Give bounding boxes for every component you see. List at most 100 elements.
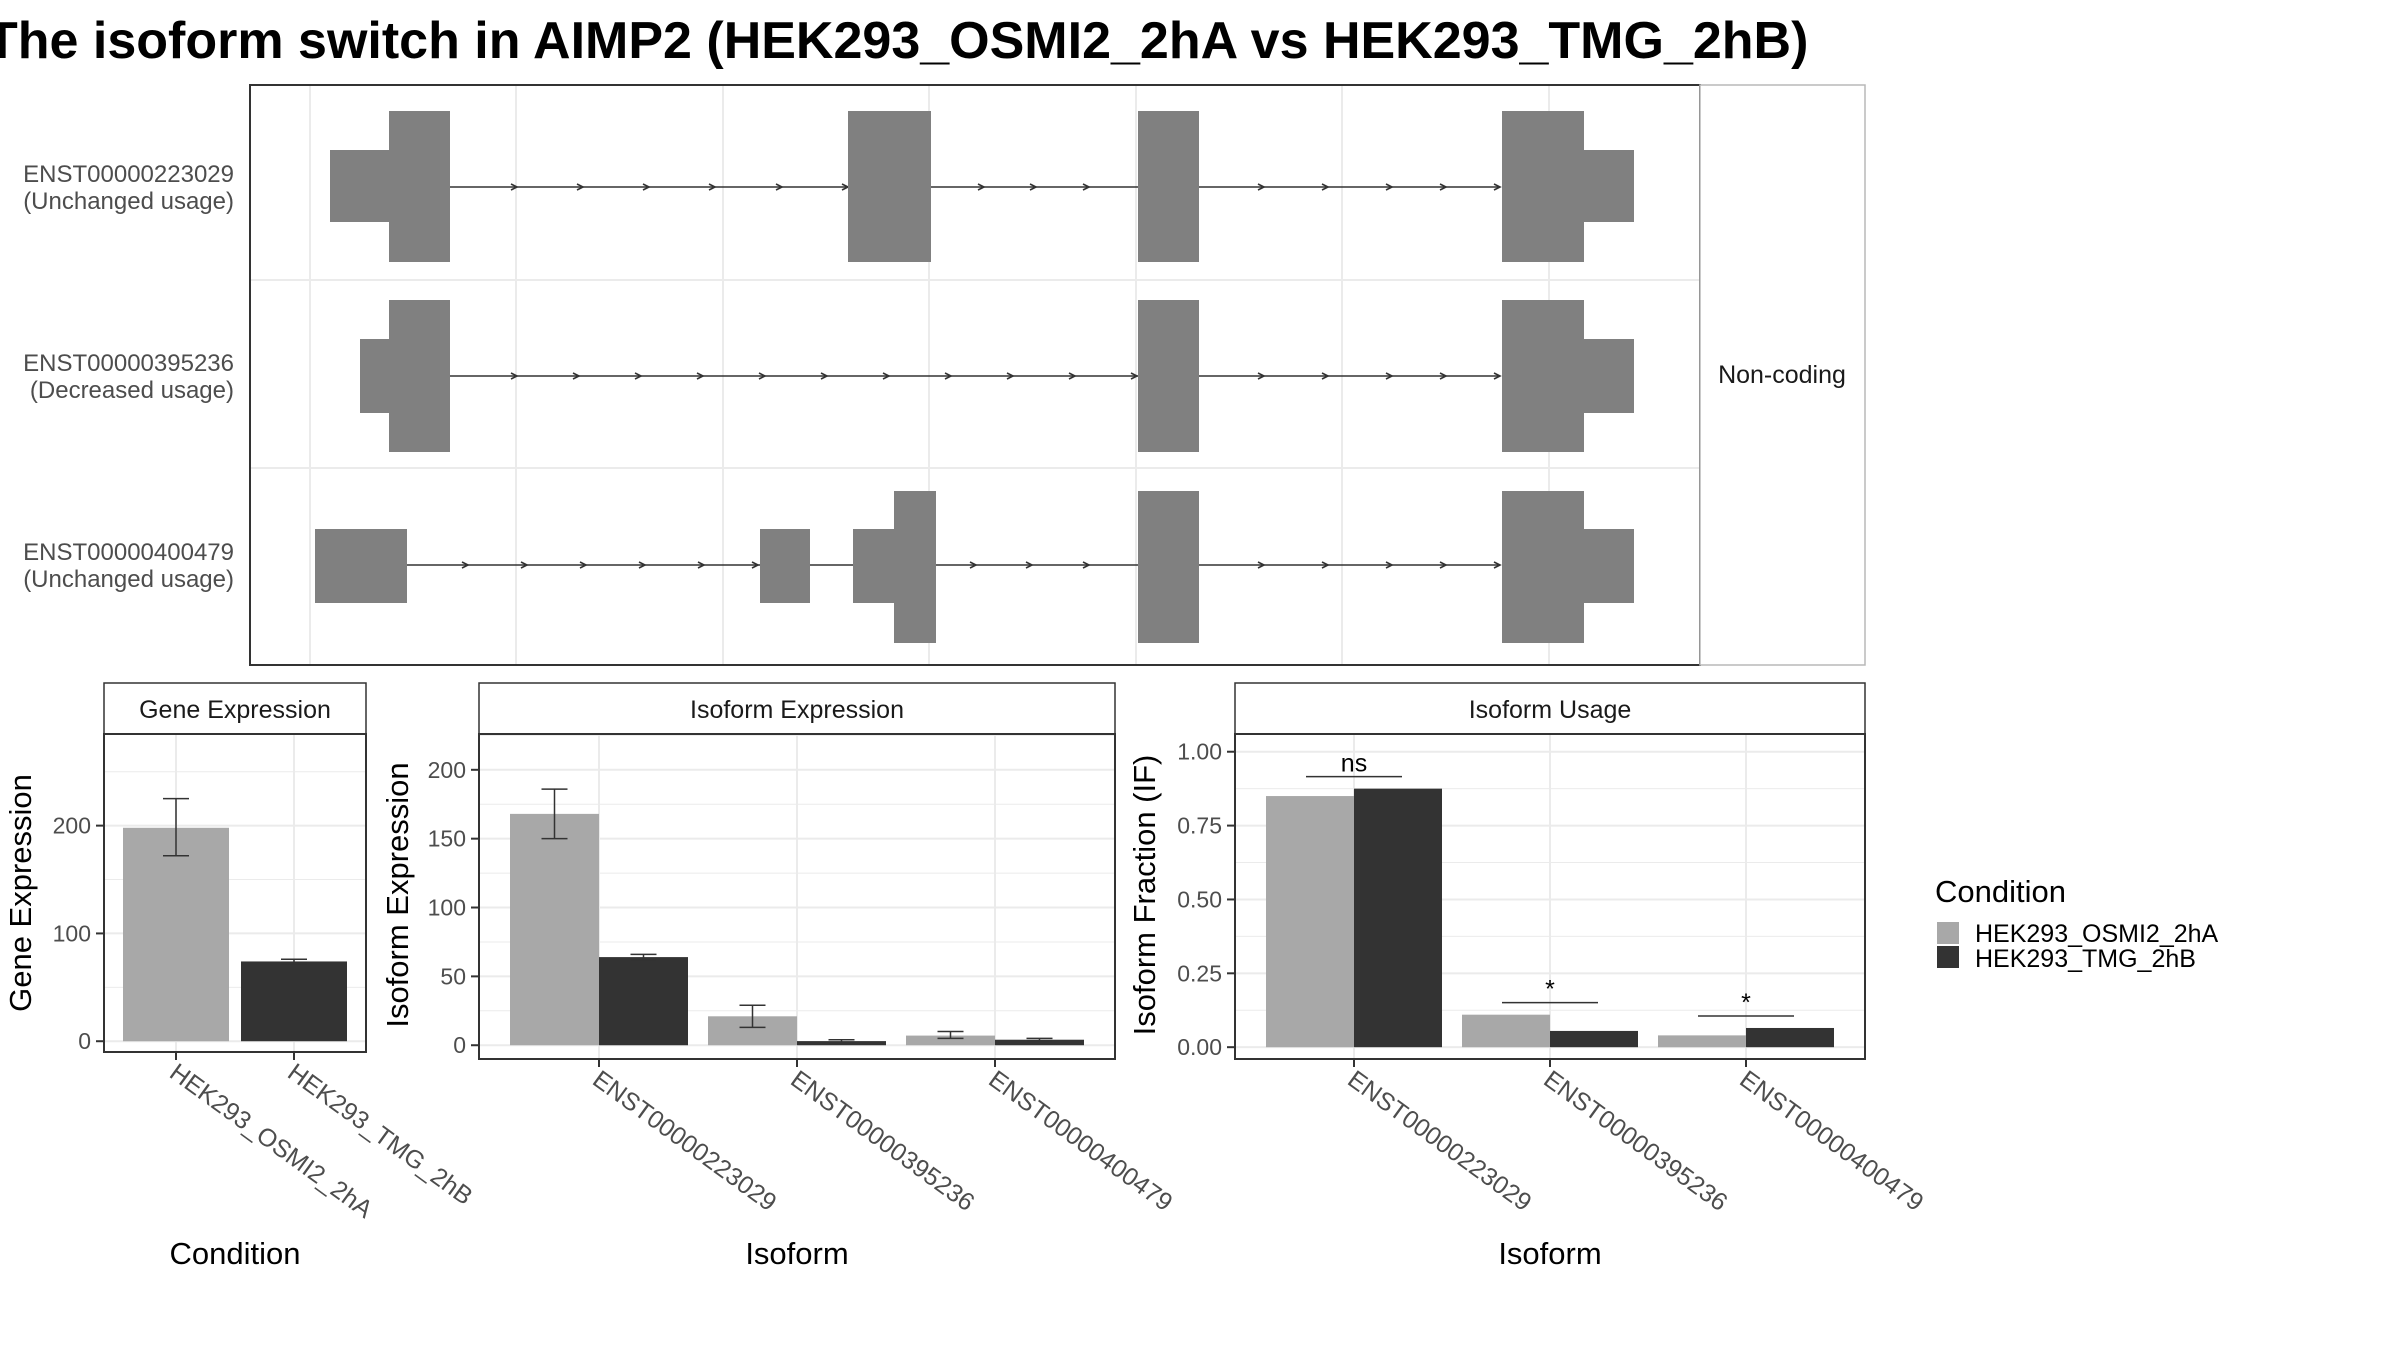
y-tick-label: 1.00 <box>1177 739 1222 765</box>
exon <box>1502 111 1584 262</box>
chart-strip <box>1234 682 1866 735</box>
y-tick-label: 0 <box>453 1032 466 1058</box>
legend: Condition HEK293_OSMI2_2hA HEK293_TMG_2h… <box>1935 874 2219 973</box>
x-tick-label: ENST00000395236 <box>785 1065 979 1217</box>
transcript-label-2-usage: (Decreased usage) <box>30 377 234 404</box>
y-axis: 0.00 0.25 0.50 0.75 1.00 <box>1177 739 1235 1060</box>
exon <box>360 339 390 413</box>
y-tick-label: 0.75 <box>1177 813 1222 839</box>
chart-title: Isoform Usage <box>1469 696 1632 724</box>
error-bars <box>163 797 307 965</box>
transcript-label-1-id: ENST00000223029 <box>23 161 234 188</box>
chart-strip <box>478 682 1116 735</box>
y-tick-label: 150 <box>428 826 466 852</box>
x-tick-label: ENST00000395236 <box>1538 1065 1732 1217</box>
bar <box>241 961 347 1042</box>
exon <box>894 491 936 643</box>
exon <box>389 300 450 452</box>
exon <box>848 111 931 262</box>
error-bar <box>541 788 568 840</box>
transcript-label-1-usage: (Unchanged usage) <box>23 188 234 215</box>
exon <box>389 111 450 262</box>
exon <box>1583 150 1634 222</box>
bar <box>123 827 229 1042</box>
y-tick-label: 50 <box>440 963 466 989</box>
y-tick-label: 0.25 <box>1177 960 1222 986</box>
exon <box>1583 339 1634 413</box>
error-bar <box>630 953 657 961</box>
y-tick-label: 200 <box>53 813 91 839</box>
legend-item-tmg: HEK293_TMG_2hB <box>1975 945 2196 973</box>
y-axis-label: Isoform Fraction (IF) <box>1127 755 1162 1036</box>
error-bar <box>281 958 307 965</box>
x-tick-label: ENST00000400479 <box>1734 1065 1928 1217</box>
exon <box>330 150 390 222</box>
x-axis-label: Isoform <box>745 1236 848 1271</box>
legend-key-osmi2 <box>1937 922 1959 944</box>
structure-panel-background <box>250 85 1700 665</box>
bars <box>123 827 347 1042</box>
figure-title: The isoform switch in AIMP2 (HEK293_OSMI… <box>0 12 1809 70</box>
significance-label: * <box>1545 976 1555 1004</box>
bars <box>1266 788 1834 1048</box>
intron-arrows <box>510 183 1502 191</box>
transcript-label-3-id: ENST00000400479 <box>23 539 234 566</box>
error-bar <box>828 1038 855 1044</box>
structure-strip-label: Non-coding <box>1718 361 1846 389</box>
bar <box>1550 1030 1638 1048</box>
chart-title: Gene Expression <box>139 696 331 724</box>
y-tick-label: 200 <box>428 757 466 783</box>
bar <box>906 1035 995 1046</box>
structure-panel: Non-coding ENST00000223029 (Unchanged us… <box>23 84 1866 666</box>
chart-title: Isoform Expression <box>690 696 904 724</box>
y-axis-label: Gene Expression <box>3 774 38 1012</box>
error-bar <box>1026 1037 1053 1042</box>
exon <box>1138 300 1199 452</box>
legend-item-osmi2: HEK293_OSMI2_2hA <box>1975 920 2219 948</box>
exon <box>1138 491 1199 643</box>
error-bar <box>937 1030 964 1040</box>
bar <box>995 1039 1084 1046</box>
intron-arrows <box>510 372 1502 380</box>
x-tick-label: HEK293_OSMI2_2hA <box>164 1058 377 1224</box>
y-tick-label: 100 <box>53 920 91 946</box>
x-axis: ENST00000223029 ENST00000395236 ENST000004… <box>587 1059 1178 1217</box>
x-tick-label: ENST00000223029 <box>1342 1065 1536 1217</box>
isoform-expression-chart: Isoform Expression 0 50 100 150 200 ENST0000… <box>380 682 1178 1271</box>
exons <box>330 111 1634 262</box>
exon <box>760 529 810 603</box>
error-bars <box>541 788 1053 1044</box>
y-axis: 0 100 200 <box>53 813 104 1054</box>
x-axis-label: Condition <box>170 1236 301 1271</box>
chart-strip <box>103 682 367 735</box>
transcript-label-2-id: ENST00000395236 <box>23 350 234 377</box>
exon <box>1583 529 1634 603</box>
error-bar <box>163 797 189 857</box>
x-tick-label: ENST00000223029 <box>587 1065 781 1217</box>
bar <box>510 813 599 1046</box>
legend-key-tmg <box>1937 946 1959 968</box>
y-tick-label: 100 <box>428 895 466 921</box>
bar <box>599 957 688 1046</box>
x-tick-label: ENST00000400479 <box>983 1065 1177 1217</box>
exon <box>1502 300 1584 452</box>
intron-arrows <box>461 561 1502 569</box>
y-tick-label: 0.50 <box>1177 886 1222 912</box>
isoform-usage-chart: Isoform Usage ns* * 0.000.250.500.751.00 … <box>1127 682 1929 1271</box>
significance-label: * <box>1741 989 1751 1017</box>
y-axis: 0 50 100 150 200 <box>428 757 479 1058</box>
error-bar <box>739 1004 766 1029</box>
structure-strip <box>1699 84 1866 666</box>
exon <box>1138 111 1199 262</box>
transcript-3-structure <box>315 491 1634 643</box>
exon <box>315 529 407 603</box>
transcript-label-3-usage: (Unchanged usage) <box>23 566 234 593</box>
transcript-2-structure <box>360 300 1634 452</box>
y-tick-label: 0.00 <box>1177 1034 1222 1060</box>
exon <box>853 529 895 603</box>
x-axis-label: Isoform <box>1498 1236 1601 1271</box>
bar <box>1462 1014 1550 1048</box>
significance-annotations: ns * * <box>1306 750 1794 1017</box>
